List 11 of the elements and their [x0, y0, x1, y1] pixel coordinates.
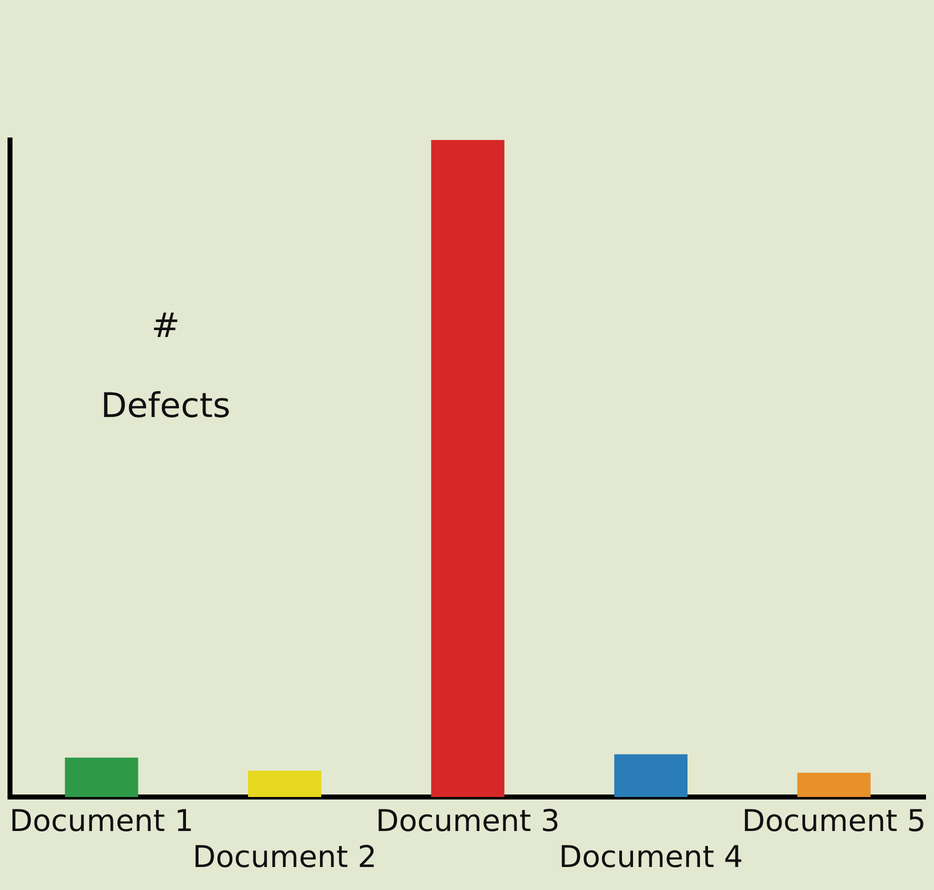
bar	[797, 772, 871, 797]
x-tick-label: Document 1	[10, 804, 194, 839]
x-tick-label: Document 4	[558, 840, 743, 875]
bar	[248, 770, 322, 797]
y-axis-title: # Defects	[100, 306, 231, 426]
bar	[64, 758, 138, 797]
x-tick-label: Document 2	[192, 840, 377, 875]
x-tick-label: Document 3	[376, 804, 560, 839]
x-tick-label: Document 5	[742, 804, 926, 839]
bar	[614, 754, 688, 797]
bar	[431, 140, 504, 797]
